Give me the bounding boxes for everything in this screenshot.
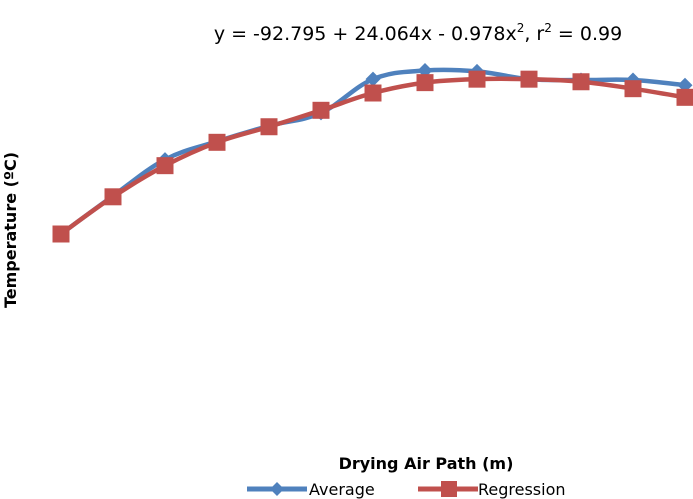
data-point-regression-12 (624, 80, 642, 98)
y-axis-title: Temperature (ºC) (1, 152, 20, 308)
equation-superscript-r: 2 (544, 21, 552, 35)
data-point-average-7 (365, 71, 381, 87)
series-line-regression (59, 76, 686, 236)
data-point-regression-9 (468, 70, 486, 88)
equation-r-label: , r (524, 23, 544, 45)
data-point-regression-10 (520, 70, 538, 88)
data-point-regression-4 (208, 133, 226, 151)
x-axis-title: Drying Air Path (m) (339, 454, 514, 473)
data-point-regression-11 (572, 73, 590, 91)
data-point-regression-5 (260, 118, 278, 136)
data-point-regression-6 (312, 101, 330, 119)
regression-equation: y = -92.795 + 24.064x - 0.978x2, r2 = 0.… (214, 21, 622, 45)
legend-label-regression: Regression (478, 480, 566, 499)
legend-label-average: Average (309, 480, 375, 499)
equation-superscript-x: 2 (517, 21, 525, 35)
data-point-regression-3 (156, 157, 174, 175)
data-point-regression-2 (104, 188, 122, 206)
data-point-regression-13 (676, 88, 693, 106)
legend-marker-regression (441, 481, 457, 497)
equation-r-value: = 0.99 (552, 23, 622, 45)
legend: Average Regression (247, 480, 566, 499)
data-point-regression-1 (52, 225, 70, 243)
legend-item-regression: Regression (418, 480, 566, 499)
legend-marker-average (270, 482, 284, 496)
data-point-regression-7 (364, 84, 382, 102)
equation-main: y = -92.795 + 24.064x - 0.978x (214, 23, 517, 45)
legend-item-average: Average (247, 480, 375, 499)
data-point-regression-8 (416, 74, 434, 92)
plot-area (52, 63, 693, 243)
